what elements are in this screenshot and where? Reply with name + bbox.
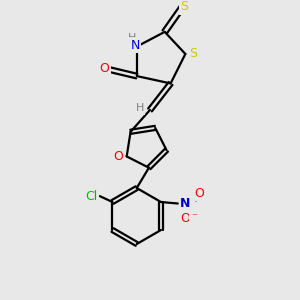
Text: H: H bbox=[128, 33, 136, 43]
Text: O: O bbox=[113, 150, 123, 163]
Text: N: N bbox=[130, 39, 140, 52]
Text: O: O bbox=[194, 187, 204, 200]
Text: Cl: Cl bbox=[86, 190, 98, 202]
Text: H: H bbox=[136, 103, 144, 113]
Text: O: O bbox=[99, 62, 109, 75]
Text: O: O bbox=[181, 212, 190, 225]
Text: +: + bbox=[191, 194, 199, 204]
Text: S: S bbox=[190, 47, 198, 61]
Text: ⁻: ⁻ bbox=[191, 212, 197, 222]
Text: S: S bbox=[180, 0, 188, 13]
Text: N: N bbox=[180, 197, 190, 210]
